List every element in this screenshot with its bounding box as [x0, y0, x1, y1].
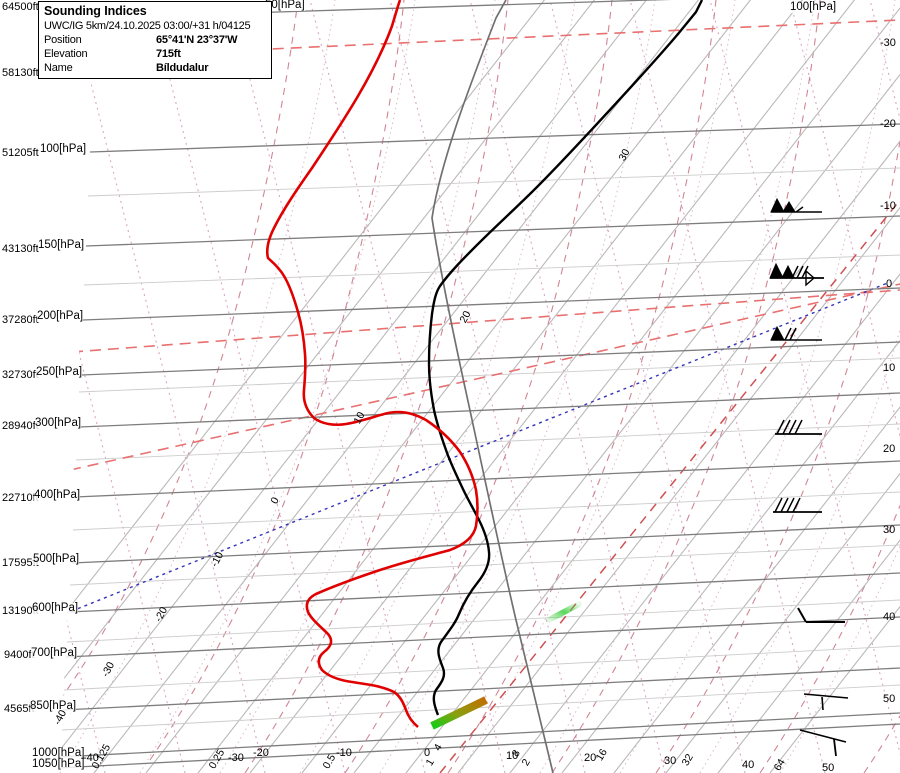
info-row-name: Name Bíldudalur [44, 61, 267, 75]
info-value-name: Bíldudalur [156, 62, 209, 74]
pressure-label-top: 100[hPa] [790, 1, 837, 13]
minor-isobar-lines [61, 167, 900, 731]
right-temp-tick: -30 [880, 37, 896, 49]
altitude-label: 22710ft [2, 492, 39, 504]
pressure-label: 600[hPa] [32, 602, 79, 614]
info-key-elevation: Elevation [44, 48, 88, 60]
zero-isotherm-highlight [439, 199, 900, 773]
altitude-label: 51205ft [2, 147, 39, 159]
bottom-temp-tick: -30 [228, 752, 244, 764]
info-box-subtitle: UWC/IG 5km/24.10.2025 03:00/+31 h/04125 [44, 20, 251, 32]
wind-barb [797, 607, 845, 623]
pressure-label: 700[hPa] [31, 647, 78, 659]
surface-parcel-bar [430, 696, 488, 730]
freezing-level-line [60, 281, 891, 641]
altitude-label: 4565ft [4, 703, 35, 715]
bottom-temp-tick: 0 [424, 747, 431, 759]
pressure-label: 150[hPa] [38, 239, 85, 251]
wind-barb [803, 693, 849, 711]
info-value-position: 65°41'N 23°37'W [156, 34, 238, 46]
bottom-temp-tick: 30 [664, 755, 677, 767]
parcel-path-curve [431, 0, 554, 773]
bottom-temp-tick: -10 [336, 747, 352, 759]
significant-level-lines [69, 19, 900, 471]
pressure-label: 1000[hPa] [32, 747, 85, 759]
pressure-label: 250[hPa] [36, 366, 83, 378]
altitude-label: 13190ft [2, 605, 39, 617]
pressure-label: 500[hPa] [33, 553, 80, 565]
altitude-label: 58130ft [2, 67, 39, 79]
altitude-label: 64500ft [2, 1, 39, 13]
bottom-temp-tick: 40 [742, 759, 755, 771]
bottom-temp-tick: 10 [506, 750, 519, 762]
wind-barb [770, 325, 822, 341]
wind-barb [773, 497, 822, 513]
altitude-label: 32730ft [2, 369, 39, 381]
bottom-temp-tick: 20 [584, 752, 597, 764]
info-box-title: Sounding Indices [44, 4, 147, 18]
info-row-position: Position 65°41'N 23°37'W [44, 33, 267, 47]
pressure-label: 300[hPa] [35, 417, 82, 429]
altitude-label: 17595ft [2, 557, 39, 569]
lcl-marker [546, 601, 582, 623]
temperature-profile-curve [427, 0, 704, 716]
wind-barb [799, 729, 847, 757]
dewpoint-profile-curve [265, 0, 479, 728]
pressure-label: 850[hPa] [30, 700, 77, 712]
altitude-label: 37280ft [2, 314, 39, 326]
pressure-label: 200[hPa] [37, 310, 84, 322]
right-temp-tick: 50 [883, 693, 896, 705]
wind-barb-group [769, 197, 849, 757]
info-key-name: Name [44, 62, 73, 74]
bottom-temp-tick: 50 [822, 762, 835, 773]
sounding-indices-info-box: Sounding Indices UWC/IG 5km/24.10.2025 0… [38, 1, 272, 79]
right-temp-tick: 20 [883, 443, 896, 455]
info-row-elevation: Elevation 715ft [44, 47, 267, 61]
right-temp-tick: -20 [880, 118, 896, 130]
pressure-label: 1050[hPa] [32, 758, 85, 770]
wind-barb [769, 262, 824, 287]
bottom-temp-tick: -20 [253, 747, 269, 759]
right-temp-tick: 40 [883, 611, 896, 623]
pressure-label-hidden-top: 50[hPa] [265, 0, 305, 11]
wind-barb [770, 197, 822, 213]
dry-adiabat-lines [60, 0, 900, 773]
altitude-label: 28940ft [2, 420, 39, 432]
altitude-label: 43130ft [2, 243, 39, 255]
info-key-position: Position [44, 34, 82, 46]
pressure-label: 400[hPa] [34, 489, 81, 501]
info-value-elevation: 715ft [156, 48, 181, 60]
bottom-temp-tick: -40 [83, 752, 99, 764]
right-temp-tick: 0 [886, 278, 893, 290]
right-temp-tick: -10 [880, 200, 896, 212]
wind-barb [775, 419, 822, 435]
right-temp-tick: 30 [883, 524, 896, 536]
altitude-label: 9400ft [4, 649, 35, 661]
moist-adiabat-lines [60, 0, 900, 773]
right-temp-tick: 10 [883, 362, 896, 374]
pressure-label: 100[hPa] [40, 143, 87, 155]
